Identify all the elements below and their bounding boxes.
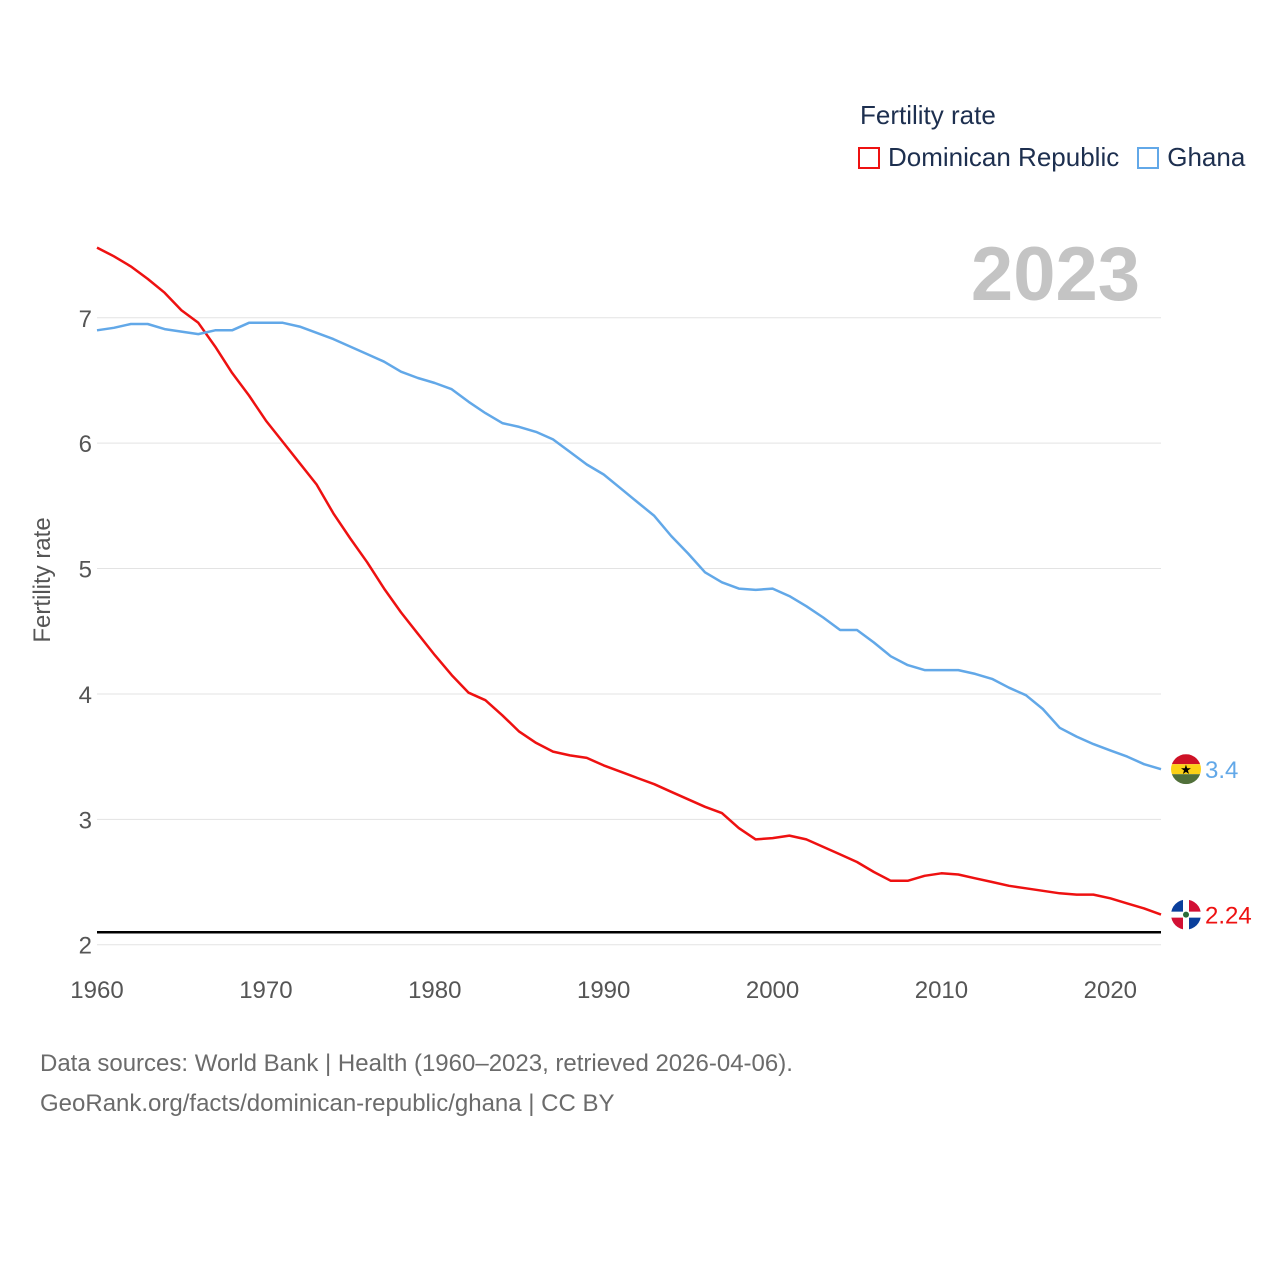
x-tick-label-1970: 1970 <box>239 977 292 1004</box>
ghana-flag-star-icon: ★ <box>1180 763 1192 778</box>
x-tick-label-2020: 2020 <box>1084 977 1137 1004</box>
credit-link[interactable]: GeoRank.org/facts/dominican-republic/gha… <box>40 1090 615 1117</box>
footer: Data sources: World Bank | Health (1960–… <box>40 1044 793 1124</box>
legend-item-ghana[interactable]: Ghana <box>1137 142 1245 173</box>
legend-label-dominican-republic: Dominican Republic <box>888 142 1120 172</box>
dominican-republic-flag-body <box>1171 899 1201 930</box>
ghana-flag-icon: ★ <box>1171 754 1201 785</box>
series-line-dominican-republic <box>96 246 1162 916</box>
x-tick-label-1960: 1960 <box>70 977 123 1004</box>
legend-title: Fertility rate <box>860 100 996 130</box>
x-tick-label-1990: 1990 <box>577 977 630 1004</box>
x-tick-label-1980: 1980 <box>408 977 461 1004</box>
dr-flag-red-bl <box>1171 917 1183 930</box>
end-label-dominican-republic: 2.24 <box>1205 903 1252 930</box>
dr-flag-blue-br <box>1189 917 1201 930</box>
year-label: 2023 <box>971 232 1140 317</box>
dominican-republic-flag-icon <box>1171 899 1201 930</box>
dr-flag-red-tr <box>1189 899 1201 912</box>
y-tick-label-3: 3 <box>79 807 92 834</box>
ghana-flag-red-band <box>1171 754 1201 765</box>
ghana-flag-gold-band <box>1171 764 1201 775</box>
y-tick-label-5: 5 <box>79 557 92 584</box>
data-sources: Data sources: World Bank | Health (1960–… <box>40 1050 793 1077</box>
legend-swatch-ghana <box>1137 146 1160 169</box>
x-tick-label-2010: 2010 <box>915 977 968 1004</box>
legend-label-ghana: Ghana <box>1167 142 1246 172</box>
end-label-ghana: 3.4 <box>1205 757 1238 784</box>
legend-swatch-dominican-republic <box>858 146 880 169</box>
legend: Dominican Republic Ghana <box>858 142 1245 173</box>
dr-flag-emblem <box>1183 911 1189 918</box>
y-tick-label-2: 2 <box>79 933 92 960</box>
y-tick-label-6: 6 <box>79 431 92 458</box>
legend-item-dominican-republic[interactable]: Dominican Republic <box>858 142 1119 173</box>
ghana-flag-body: ★ <box>1171 754 1201 785</box>
y-tick-label-7: 7 <box>79 306 92 333</box>
dr-flag-blue-tl <box>1171 899 1183 912</box>
y-tick-label-4: 4 <box>79 682 92 709</box>
x-tick-label-2000: 2000 <box>746 977 799 1004</box>
series-line-ghana <box>96 321 1162 771</box>
ghana-flag-green-band <box>1171 774 1201 785</box>
